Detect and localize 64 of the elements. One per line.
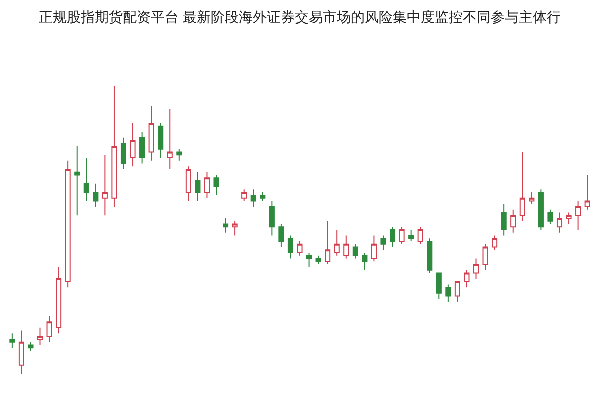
candlestick [501,204,507,236]
candlestick [176,148,182,162]
candlestick [195,172,201,202]
candlestick [510,209,516,234]
candlestick [566,212,572,225]
chart-title: 正规股指期货配资平台 最新阶段海外证券交易市场的风险集中度监控不同参与主体行 [38,10,562,26]
candlestick [446,284,452,302]
candlestick [380,235,386,251]
candlestick [223,218,229,234]
candlestick [436,272,442,300]
candlestick [10,333,16,349]
candlestick [492,235,498,251]
candlestick [74,146,80,216]
candlestick [584,174,590,210]
candlestick [538,189,544,230]
candlestick [186,166,192,202]
candlestick [130,122,136,168]
candlestick [93,183,99,208]
candlestick [288,235,294,260]
candlestick [473,258,480,280]
candlestick [325,220,331,266]
candlestick [371,235,377,262]
candlestick [334,230,340,256]
candlestick [408,230,414,242]
candlestick [464,270,470,288]
candlestick [278,224,284,248]
candlestick [158,122,164,158]
candlestick [427,238,433,274]
candlestick [352,244,358,260]
candlestick [482,244,488,271]
candlestick [520,152,526,222]
candlestick [269,200,275,236]
candlestick [344,235,350,260]
candlestick [37,327,44,346]
candlestick [260,192,266,202]
candlestick [297,241,303,256]
candlestick [232,220,238,236]
candlestick [316,255,322,266]
candlestick [418,226,424,245]
candlestick [65,160,71,288]
candlestick [576,200,582,230]
candlestick [140,132,146,164]
candlestick [306,252,312,268]
candlestick [84,158,90,202]
candlestick [548,209,554,225]
candlestick [250,189,256,208]
candlestick [454,281,460,302]
candlestick [362,252,368,271]
candlestick [28,342,34,352]
candlestick [204,172,210,199]
candlestick [556,212,563,234]
candlestick [242,189,248,202]
candlestick [56,266,62,334]
candlestick [120,137,127,170]
candlestick [18,330,24,374]
candlestick [112,86,118,208]
candlestick [529,192,535,205]
candlestick [214,174,220,196]
candlestick [46,316,52,343]
candlestick [390,226,396,248]
candlestick [148,106,154,162]
candlestick [102,154,108,216]
candlestick [167,108,173,170]
candlestick [399,226,405,245]
